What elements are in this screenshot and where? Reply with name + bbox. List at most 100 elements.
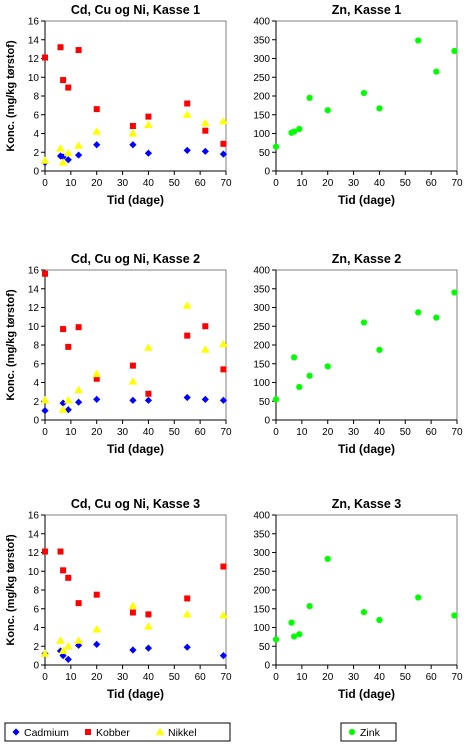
data-point-kobber	[75, 324, 82, 331]
data-point-cadmium	[64, 156, 72, 164]
x-axis-label: Tid (dage)	[338, 442, 395, 456]
data-point-kobber	[184, 332, 191, 339]
data-point-nikkel	[56, 144, 65, 152]
y-tick-label: 12	[28, 303, 40, 314]
y-tick-label: 8	[33, 92, 39, 103]
data-point-zink	[296, 125, 303, 133]
data-point-kobber	[220, 140, 227, 147]
data-point-nikkel	[144, 622, 153, 630]
data-point-cadmium	[129, 141, 137, 149]
data-point-nikkel	[200, 118, 210, 127]
x-axis-label: Tid (dage)	[338, 193, 395, 207]
x-tick-label: 10	[65, 178, 77, 189]
data-point-nikkel	[144, 343, 153, 351]
y-tick-label: 6	[33, 110, 39, 121]
data-point-kobber	[65, 574, 72, 581]
x-tick-label: 30	[117, 178, 129, 189]
chart-panel-5: Cd, Cu og Ni, Kasse 3 0 2 4 6 8 10 12 14 16 0 10 20 3…	[5, 497, 232, 701]
data-point-nikkel	[128, 129, 138, 137]
y-tick-label: 12	[28, 548, 40, 559]
data-point-nikkel	[182, 301, 192, 309]
legend-marker-cadmium	[12, 728, 20, 736]
chart-title: Zn, Kasse 1	[332, 3, 402, 17]
y-tick-label: 0	[264, 661, 270, 672]
y-tick-label: 0	[33, 661, 39, 672]
x-tick-label: 0	[42, 427, 48, 438]
data-point-kobber	[75, 600, 82, 607]
data-point-cadmium	[219, 396, 228, 404]
y-tick-label: 10	[28, 73, 40, 84]
plot-area	[44, 20, 227, 172]
y-tick-label: 50	[259, 148, 271, 159]
data-point-kobber	[93, 375, 100, 382]
data-point-nikkel	[200, 345, 210, 353]
data-point-zink	[296, 383, 303, 391]
x-tick-label: 40	[374, 672, 386, 683]
x-axis-label: Tid (dage)	[107, 193, 164, 207]
y-tick-label: 250	[253, 567, 270, 578]
data-point-zink	[288, 619, 295, 626]
data-point-kobber	[220, 563, 227, 570]
chart-title: Cd, Cu og Ni, Kasse 3	[71, 497, 200, 511]
x-tick-label: 30	[348, 427, 360, 438]
x-tick-label: 10	[296, 427, 308, 438]
data-point-zink	[360, 89, 368, 97]
data-point-kobber	[202, 323, 209, 330]
x-tick-label: 30	[117, 672, 129, 683]
data-point-zink	[272, 143, 280, 150]
data-point-zink	[324, 555, 331, 562]
data-point-nikkel	[40, 649, 50, 657]
data-point-nikkel	[40, 395, 50, 404]
data-point-zink	[451, 289, 458, 296]
data-point-cadmium	[75, 151, 83, 159]
legend-label-kobber: Kobber	[96, 727, 130, 739]
data-point-zink	[324, 107, 331, 114]
data-point-cadmium	[64, 655, 72, 663]
data-point-kobber	[42, 548, 48, 555]
x-tick-label: 20	[322, 178, 334, 189]
y-tick-label: 0	[33, 167, 39, 178]
y-tick-label: 16	[28, 17, 40, 28]
data-point-nikkel	[40, 156, 50, 164]
chart-panel-6: Zn, Kasse 3 0 50 100 150 200 250 300 350 400 0 10 20…	[253, 497, 463, 701]
y-tick-label: 400	[253, 266, 270, 277]
y-tick-label: 2	[33, 148, 39, 159]
y-tick-label: 14	[28, 35, 40, 46]
y-tick-label: 250	[253, 322, 270, 333]
y-tick-label: 10	[28, 567, 40, 578]
data-point-nikkel	[182, 110, 192, 118]
data-point-cadmium	[93, 141, 101, 149]
x-tick-label: 70	[451, 672, 463, 683]
data-point-nikkel	[144, 120, 153, 129]
data-point-kobber	[42, 270, 48, 277]
legend-marker-zink	[348, 728, 356, 736]
data-point-kobber	[57, 44, 64, 51]
y-axis-label: Konc. (mg/kg tørstof)	[5, 534, 17, 646]
y-tick-label: 200	[253, 92, 270, 103]
x-tick-label: 20	[91, 178, 103, 189]
data-point-nikkel	[219, 610, 228, 619]
x-tick-label: 70	[220, 672, 232, 683]
x-tick-label: 40	[143, 178, 155, 189]
y-tick-label: 0	[264, 416, 270, 427]
y-tick-label: 400	[253, 17, 270, 28]
y-tick-label: 2	[33, 642, 39, 653]
x-tick-label: 40	[374, 427, 386, 438]
data-point-nikkel	[219, 339, 228, 348]
x-axis-label: Tid (dage)	[338, 687, 395, 701]
data-point-zink	[433, 314, 440, 321]
x-tick-label: 50	[400, 427, 412, 438]
data-point-nikkel	[219, 116, 228, 125]
data-point-nikkel	[56, 636, 65, 644]
x-tick-label: 40	[143, 672, 155, 683]
x-tick-label: 30	[348, 672, 360, 683]
data-point-zink	[415, 594, 422, 601]
y-axis-label: Konc. (mg/kg tørstof)	[5, 289, 17, 401]
data-point-nikkel	[182, 609, 192, 618]
data-point-zink	[451, 612, 458, 619]
chart-title: Cd, Cu og Ni, Kasse 1	[71, 3, 200, 17]
y-tick-label: 4	[33, 378, 39, 389]
plot-area	[44, 269, 227, 421]
legend: Cadmium Kobber Nikkel	[4, 722, 231, 742]
x-tick-label: 60	[426, 427, 438, 438]
